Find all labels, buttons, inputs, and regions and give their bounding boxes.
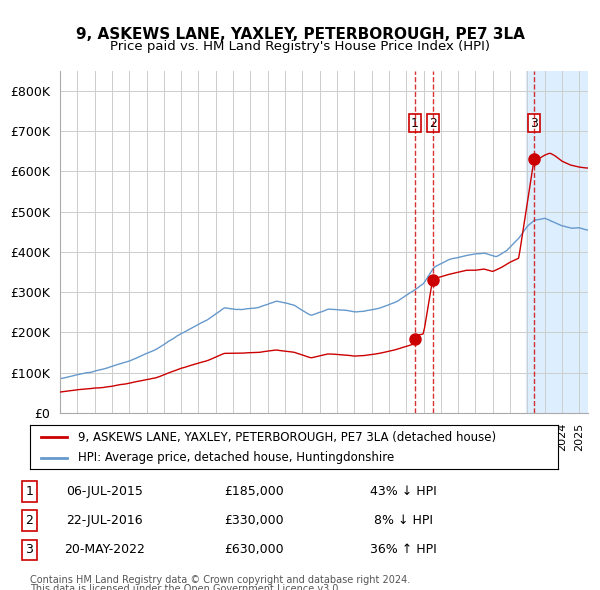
Text: 8% ↓ HPI: 8% ↓ HPI (374, 514, 433, 527)
Text: 9, ASKEWS LANE, YAXLEY, PETERBOROUGH, PE7 3LA (detached house): 9, ASKEWS LANE, YAXLEY, PETERBOROUGH, PE… (77, 431, 496, 444)
Text: £330,000: £330,000 (224, 514, 284, 527)
Text: £630,000: £630,000 (224, 543, 284, 556)
Text: 3: 3 (530, 117, 538, 130)
Text: Price paid vs. HM Land Registry's House Price Index (HPI): Price paid vs. HM Land Registry's House … (110, 40, 490, 53)
Text: HPI: Average price, detached house, Huntingdonshire: HPI: Average price, detached house, Hunt… (77, 451, 394, 464)
Text: Contains HM Land Registry data © Crown copyright and database right 2024.: Contains HM Land Registry data © Crown c… (30, 575, 410, 585)
Bar (526, 71, 588, 413)
Text: 2: 2 (429, 117, 437, 130)
Text: 43% ↓ HPI: 43% ↓ HPI (370, 485, 437, 498)
Text: 3: 3 (25, 543, 33, 556)
Text: 1: 1 (25, 485, 33, 498)
Text: 36% ↑ HPI: 36% ↑ HPI (370, 543, 437, 556)
Text: 2: 2 (25, 514, 33, 527)
Text: £185,000: £185,000 (224, 485, 284, 498)
Text: 06-JUL-2015: 06-JUL-2015 (66, 485, 143, 498)
Text: 9, ASKEWS LANE, YAXLEY, PETERBOROUGH, PE7 3LA: 9, ASKEWS LANE, YAXLEY, PETERBOROUGH, PE… (76, 27, 524, 41)
Text: This data is licensed under the Open Government Licence v3.0.: This data is licensed under the Open Gov… (30, 584, 341, 590)
Text: 20-MAY-2022: 20-MAY-2022 (64, 543, 145, 556)
Text: 22-JUL-2016: 22-JUL-2016 (66, 514, 142, 527)
Text: 1: 1 (411, 117, 419, 130)
